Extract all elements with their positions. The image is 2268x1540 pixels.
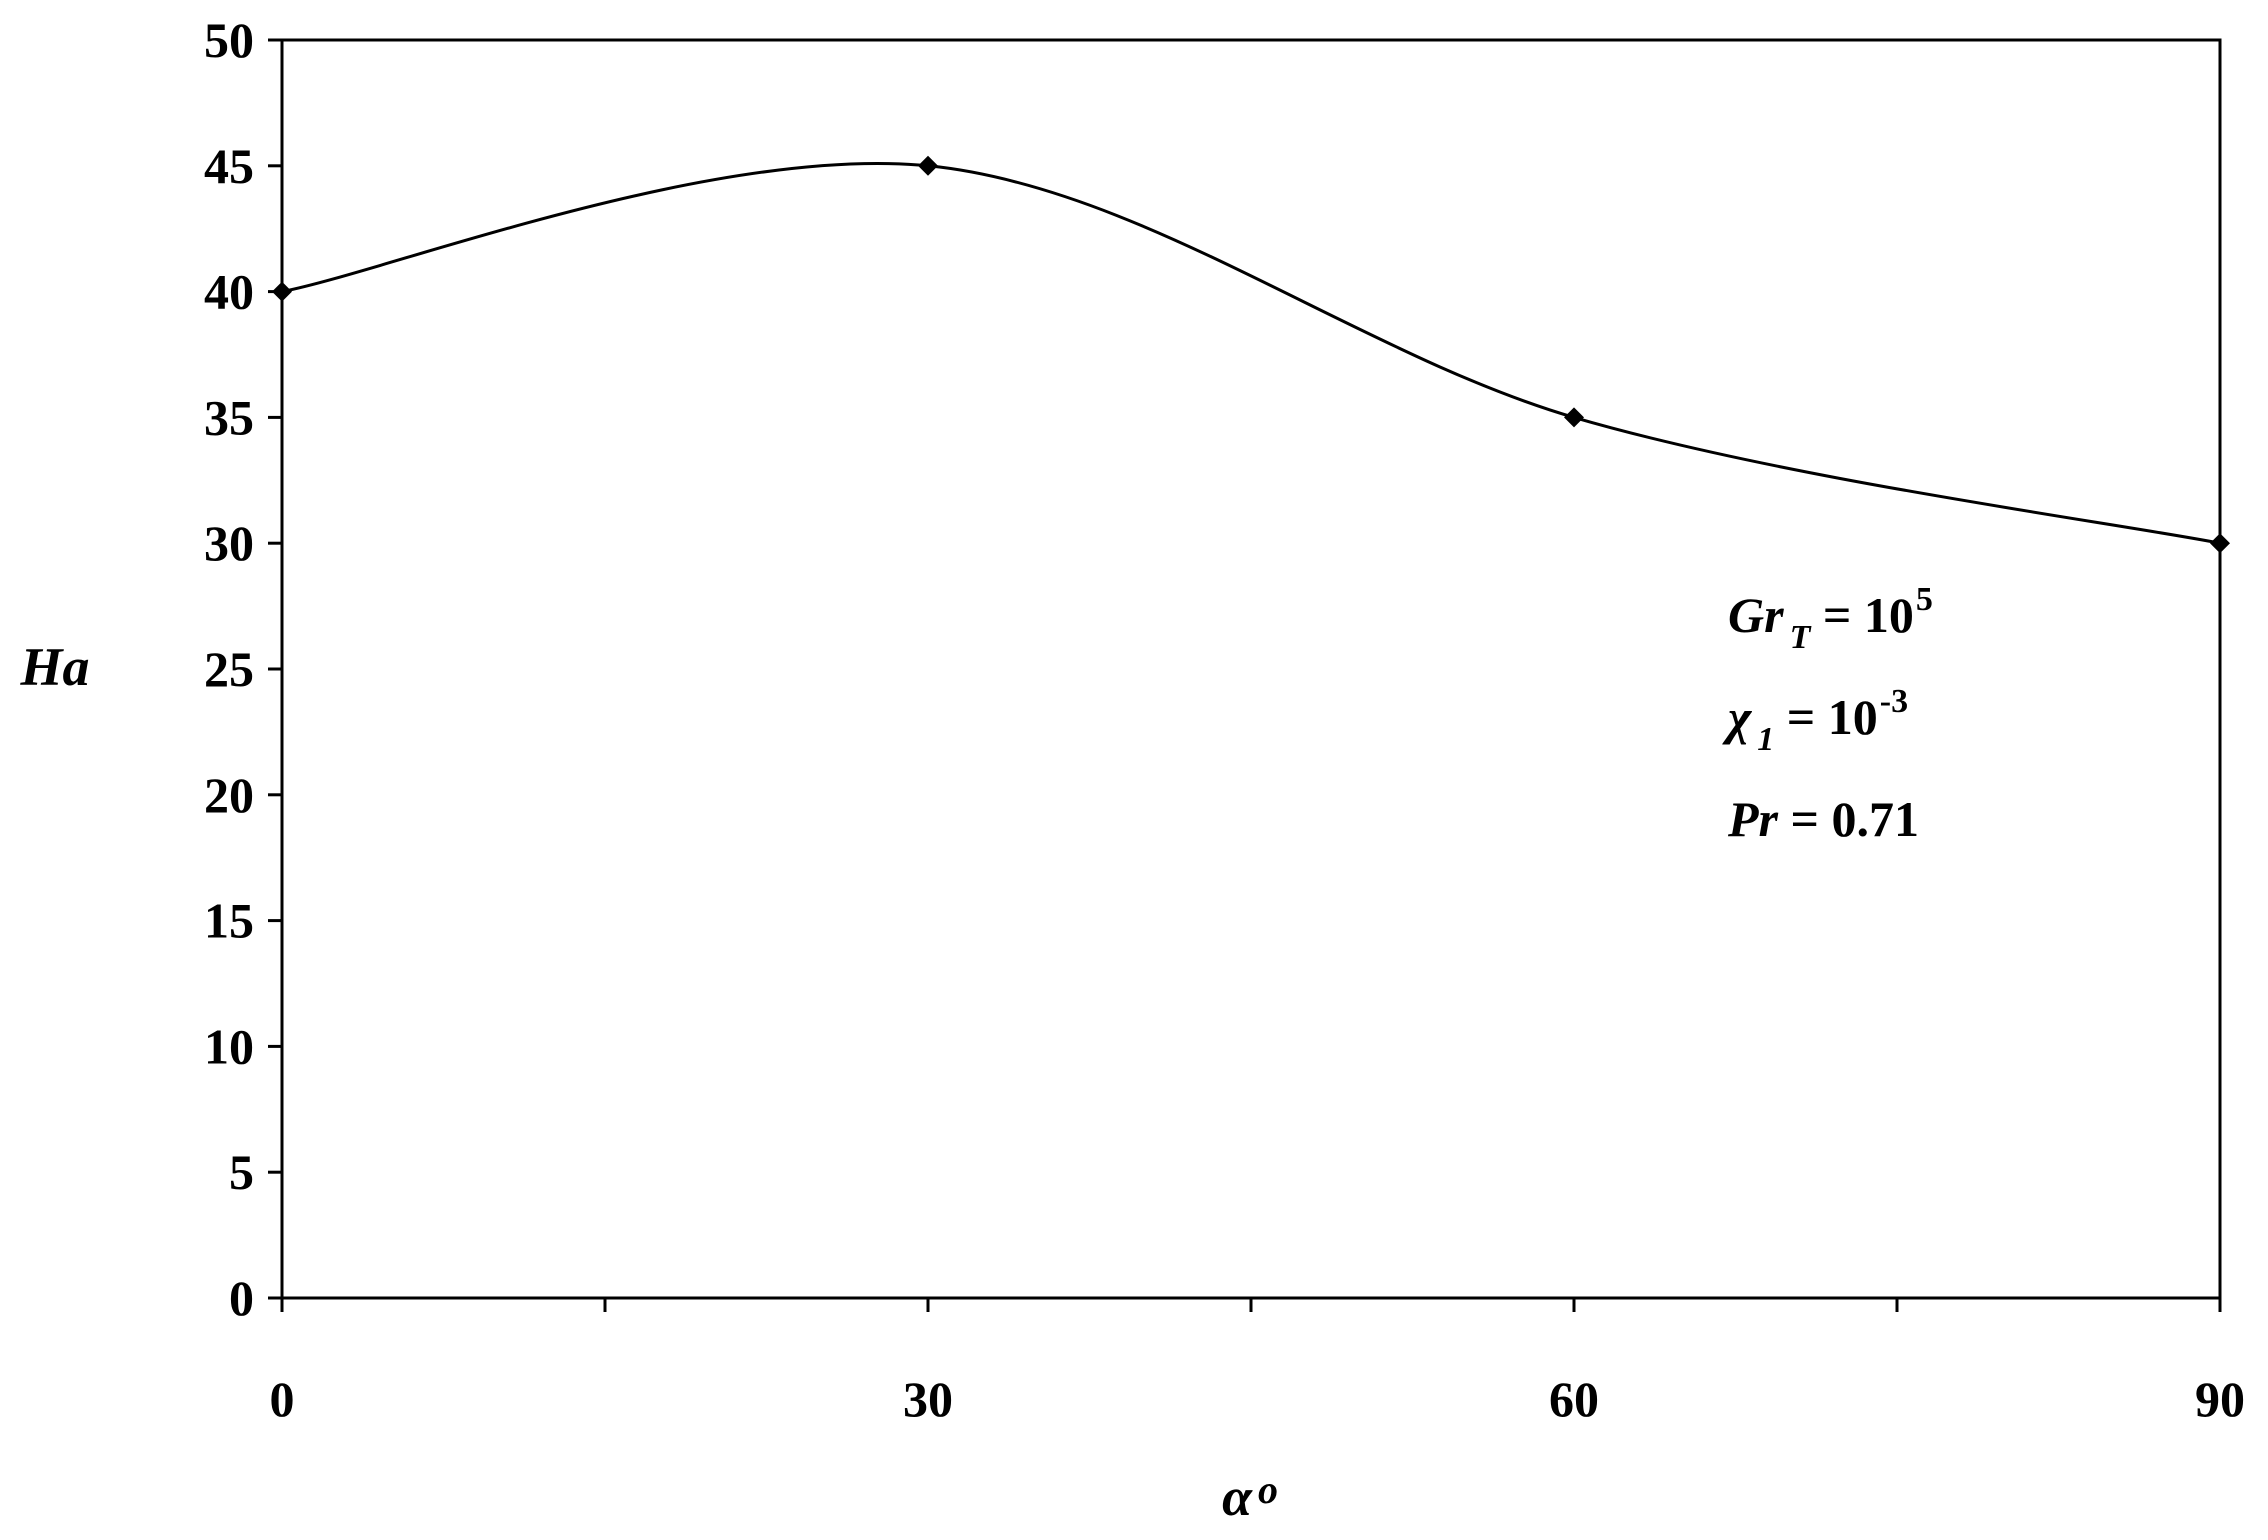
y-tick-label: 10 <box>204 1018 254 1074</box>
data-point <box>918 155 938 176</box>
y-axis-ticks: 0 5 10 15 20 25 30 35 40 45 50 <box>204 12 282 1326</box>
y-tick-label: 15 <box>204 893 254 949</box>
annotation-subscript: 1 <box>1757 721 1774 758</box>
x-axis-title-degree: o <box>1258 1467 1278 1512</box>
series-line <box>281 161 2221 545</box>
y-tick-label: 20 <box>204 767 254 823</box>
annotation-line: Pr = 0.71 <box>1727 791 1919 847</box>
data-point <box>272 281 292 302</box>
y-axis-title: Ha <box>19 637 89 697</box>
annotation-value: = 0.71 <box>1778 791 1919 847</box>
y-tick-label: 25 <box>204 641 254 697</box>
annotation-exponent: -3 <box>1880 683 1908 720</box>
annotation-symbol: Gr <box>1728 587 1784 643</box>
annotation-value: = 10 <box>1810 587 1914 643</box>
annotation-subscript: T <box>1790 619 1812 656</box>
y-tick-label: 30 <box>204 515 254 571</box>
annotation-line: Gr T = 105 <box>1728 581 1933 656</box>
y-tick-label: 35 <box>204 389 254 445</box>
annotation-exponent: 5 <box>1916 581 1933 618</box>
y-tick-label: 0 <box>229 1270 254 1326</box>
y-tick-label: 45 <box>204 138 254 194</box>
annotation-symbol: Pr <box>1727 791 1779 847</box>
y-tick-label: 5 <box>229 1144 254 1200</box>
annotation-value: = 10 <box>1774 689 1878 745</box>
x-tick-label: 30 <box>903 1371 953 1427</box>
x-tick-label: 0 <box>270 1371 295 1427</box>
x-axis-ticks: 0 30 60 90 <box>270 1298 2245 1427</box>
series-markers <box>272 155 2230 554</box>
data-point <box>2210 533 2230 554</box>
x-tick-label: 60 <box>1549 1371 1599 1427</box>
x-tick-label: 90 <box>2195 1371 2245 1427</box>
x-axis-title-symbol: α <box>1222 1467 1253 1527</box>
y-tick-label: 50 <box>204 12 254 68</box>
y-tick-label: 40 <box>204 264 254 320</box>
annotation-symbol: χ <box>1722 689 1753 745</box>
plot-frame <box>280 38 2222 1300</box>
data-point <box>1564 407 1584 428</box>
